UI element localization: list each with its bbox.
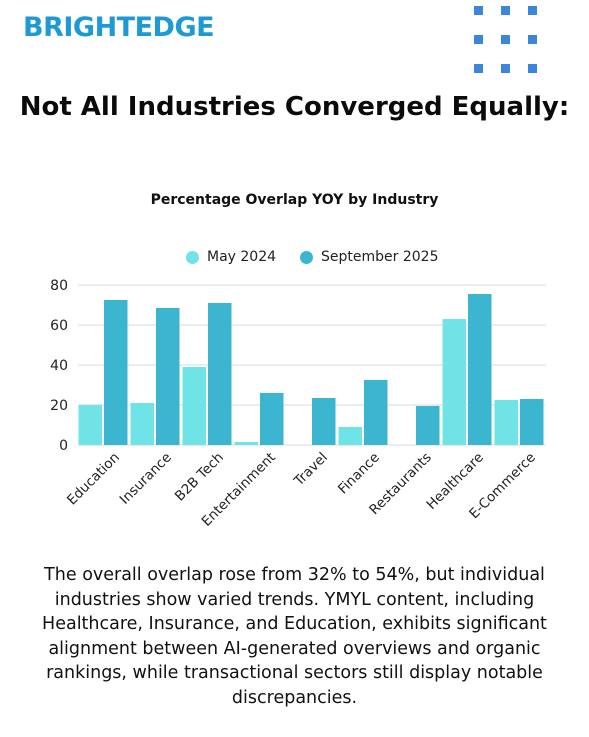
bar-september-2025 [208,303,232,445]
bar-september-2025 [468,294,492,445]
legend-label-series-2: September 2025 [321,249,439,265]
legend-item-series-2: September 2025 [300,249,439,265]
decorative-dot [528,35,537,44]
x-tick-label: Travel [290,450,330,490]
x-tick-label: Finance [335,450,383,498]
bar-may-2024 [234,442,258,445]
bar-may-2024 [494,400,518,445]
bar-may-2024 [442,319,466,445]
brand-logo: BRIGHTEDGE [23,12,215,43]
decorative-dot [474,35,483,44]
decorative-dot [474,6,483,15]
bar-september-2025 [312,398,336,445]
decorative-dot [501,6,510,15]
decorative-dot [528,6,537,15]
y-tick-label: 40 [50,358,68,374]
bar-may-2024 [78,405,102,445]
decorative-dot [501,64,510,73]
decorative-dot [474,64,483,73]
bar-may-2024 [130,403,154,445]
legend-swatch-series-1 [186,250,199,264]
bar-september-2025 [156,308,180,445]
chart-title: Percentage Overlap YOY by Industry [150,192,439,208]
bar-september-2025 [364,380,388,445]
y-tick-label: 0 [59,438,68,454]
legend-item-series-1: May 2024 [186,249,276,265]
bar-september-2025 [104,300,128,445]
y-tick-label: 60 [50,318,68,334]
legend-swatch-series-2 [300,250,314,264]
bar-may-2024 [338,427,362,445]
chart-legend: May 2024 September 2025 [186,249,463,265]
legend-label-series-1: May 2024 [207,249,277,265]
bar-september-2025 [520,399,544,445]
x-tick-label: B2B Tech [172,450,227,505]
decorative-dot [501,35,510,44]
bar-may-2024 [182,367,206,445]
bar-september-2025 [416,406,440,445]
x-tick-label: Insurance [117,450,175,508]
y-tick-label: 80 [50,278,68,294]
decorative-dot-grid [474,6,544,76]
page-headline: Not All Industries Converged Equally: [19,92,570,122]
bar-september-2025 [260,393,284,445]
x-tick-label: Education [64,450,123,509]
y-tick-label: 20 [50,398,68,414]
description-paragraph: The overall overlap rose from 32% to 54%… [42,565,547,708]
decorative-dot [528,64,537,73]
